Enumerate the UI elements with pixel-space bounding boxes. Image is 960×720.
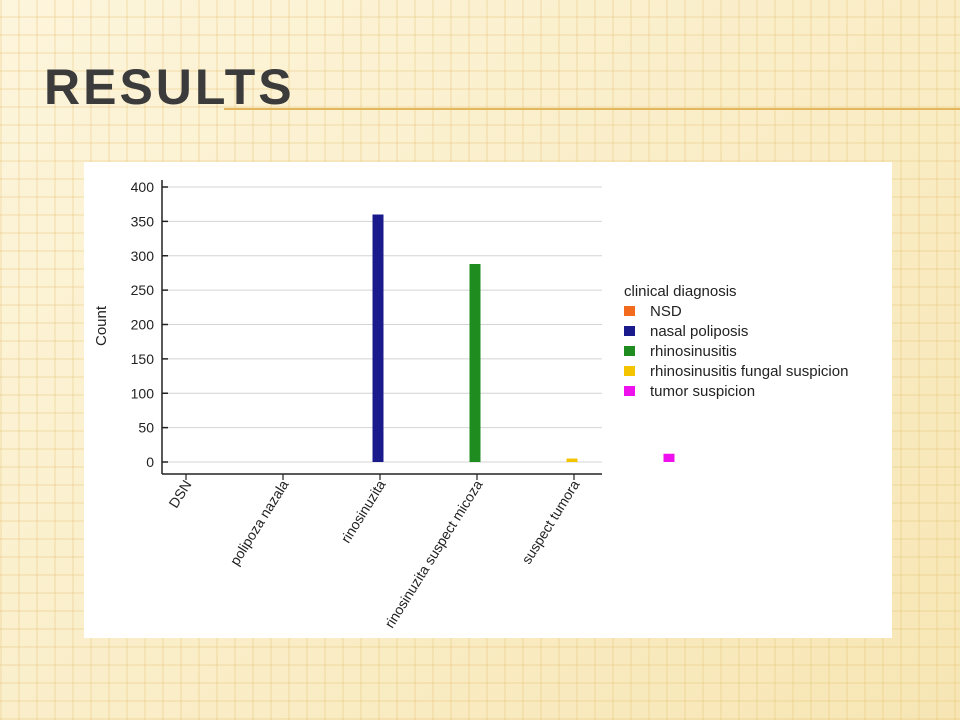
bars	[372, 214, 675, 462]
x-axis: DSN polipoza nazala rinosinuzitarinosinuzi…	[162, 473, 602, 631]
y-axis-label: Count	[93, 305, 110, 346]
title-divider	[224, 108, 960, 110]
legend-swatch	[624, 326, 635, 336]
legend: clinical diagnosis NSD nasal poliposis rhin…	[624, 283, 848, 400]
legend-label: nasal poliposis	[650, 323, 748, 340]
legend-label: tumor suspicion	[650, 383, 755, 400]
bar-chart: 0 50 100 150 200 250 300 350 400 DSN polipoza naz…	[93, 179, 848, 631]
x-tick-label: DSN	[165, 477, 194, 511]
grid-lines	[168, 186, 602, 463]
legend-swatch	[624, 366, 635, 376]
legend-label: rhinosinusitis	[650, 343, 737, 360]
legend-title: clinical diagnosis	[624, 283, 737, 300]
slide-title: RESULTS	[44, 59, 295, 115]
y-axis: 0 50 100 150 200 250 300 350 400	[131, 179, 168, 474]
bar-rhinosinusitis	[469, 264, 481, 462]
legend-swatch	[624, 386, 635, 396]
x-tick-label: rinosinuzita suspect micoza	[381, 477, 485, 631]
x-tick-label: polipoza nazala	[226, 477, 291, 568]
x-tick-label: rinosinuzita	[337, 477, 388, 546]
y-tick-label: 400	[131, 179, 155, 195]
legend-label: NSD	[650, 303, 682, 320]
y-tick-label: 200	[131, 317, 155, 333]
y-tick-label: 50	[138, 420, 154, 436]
y-tick-label: 150	[131, 351, 155, 367]
chart-panel: 0 50 100 150 200 250 300 350 400 DSN polipoza naz…	[84, 162, 892, 638]
bar-nasal-poliposis	[372, 214, 384, 462]
y-tick-label: 0	[146, 454, 154, 470]
bar-tumor-suspicion	[663, 453, 675, 462]
legend-swatch	[624, 346, 635, 356]
x-tick-label: suspect tumora	[518, 477, 582, 567]
y-tick-label: 100	[131, 385, 155, 401]
legend-label: rhinosinusitis fungal suspicion	[650, 363, 848, 380]
legend-swatch	[624, 306, 635, 316]
y-tick-label: 350	[131, 213, 155, 229]
y-tick-label: 300	[131, 248, 155, 264]
bar-rhinosinusitis-fungal-suspicion	[566, 458, 578, 462]
y-tick-label: 250	[131, 282, 155, 298]
